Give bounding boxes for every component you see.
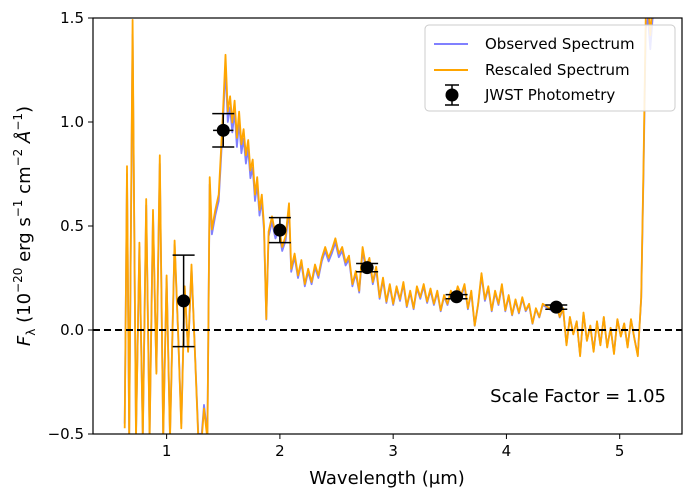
photometry-point bbox=[445, 290, 468, 304]
y-tick-label: 0.0 bbox=[60, 321, 84, 339]
y-label-unit-open: (10 bbox=[14, 293, 35, 329]
series-line-rescaled bbox=[123, 18, 653, 434]
photometry-marker bbox=[450, 290, 464, 304]
photometry-layer bbox=[172, 112, 568, 348]
y-tick-label: 1.5 bbox=[60, 9, 84, 27]
scale-factor-annotation: Scale Factor = 1.05 bbox=[490, 386, 666, 407]
legend-swatch-photometry bbox=[445, 84, 459, 106]
legend-label-photometry: JWST Photometry bbox=[484, 86, 615, 104]
y-label-mid3: Å bbox=[13, 131, 35, 149]
x-tick-label: 4 bbox=[502, 442, 512, 460]
x-tick-label: 2 bbox=[275, 442, 285, 460]
legend-label-observed: Observed Spectrum bbox=[485, 35, 635, 53]
y-label-mid1: erg s bbox=[14, 217, 35, 267]
photometry-point bbox=[212, 112, 235, 148]
photometry-point bbox=[172, 254, 195, 348]
y-label-exp3: −2 bbox=[11, 149, 25, 167]
x-tick-label: 5 bbox=[615, 442, 625, 460]
legend-marker bbox=[445, 88, 459, 102]
x-tick-label: 1 bbox=[162, 442, 172, 460]
y-label-mid2: cm bbox=[14, 166, 35, 199]
y-label-symbol: F bbox=[14, 335, 35, 346]
x-tick-label: 3 bbox=[388, 442, 398, 460]
y-label-exp4: −1 bbox=[11, 113, 25, 131]
photometry-marker bbox=[216, 123, 230, 137]
x-axis-label: Wavelength (μm) bbox=[309, 468, 465, 489]
legend-label-rescaled: Rescaled Spectrum bbox=[485, 61, 630, 79]
y-label-exp1: −20 bbox=[11, 268, 25, 293]
y-label-exp2: −1 bbox=[11, 200, 25, 218]
legend-box bbox=[424, 24, 676, 112]
y-axis-ticks: −0.5 0.0 0.5 1.0 1.5 bbox=[48, 9, 93, 443]
series-layer bbox=[123, 18, 654, 434]
photometry-point bbox=[356, 261, 379, 275]
y-label-unit-close: ) bbox=[14, 106, 35, 113]
photometry-marker bbox=[360, 261, 374, 275]
y-tick-label: 1.0 bbox=[60, 113, 84, 131]
x-axis-ticks: 1 2 3 4 5 bbox=[162, 434, 625, 460]
photometry-point bbox=[268, 216, 291, 244]
photometry-marker bbox=[273, 223, 287, 237]
y-tick-label: 0.5 bbox=[60, 217, 84, 235]
y-tick-label: −0.5 bbox=[48, 425, 84, 443]
y-axis-label: Fλ (10−20 erg s−1 cm−2 Å−1) bbox=[11, 106, 38, 346]
legend: Observed Spectrum Rescaled Spectrum JWST… bbox=[424, 24, 676, 112]
photometry-point bbox=[545, 300, 568, 314]
y-label-subscript: λ bbox=[24, 329, 38, 336]
photometry-marker bbox=[549, 300, 563, 314]
photometry-marker bbox=[177, 294, 191, 308]
